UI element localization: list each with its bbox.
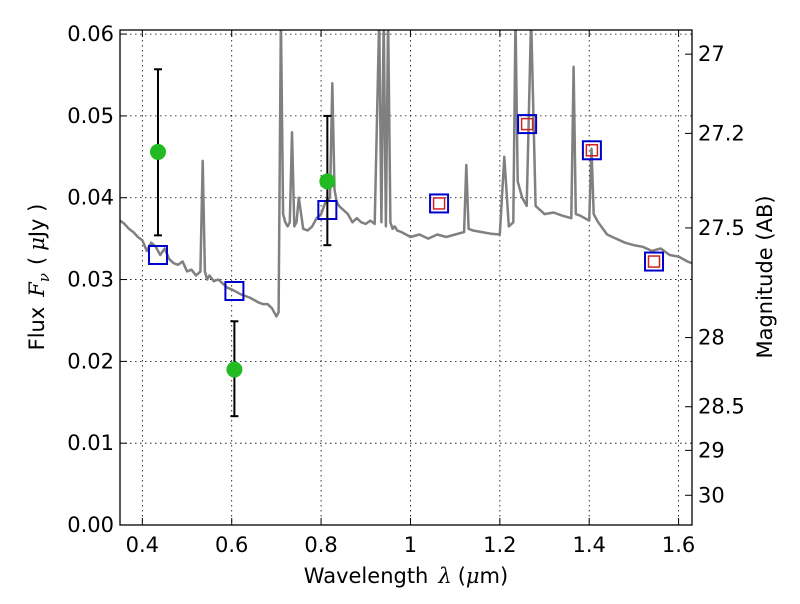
spectrum-layer — [120, 30, 692, 318]
x-tick-label: 1 — [404, 533, 417, 557]
tick-layer: 0.4 0.6 0.8 1 1.2 1.4 1.6 0.00 0.01 0.02 0.03 0.04 0… — [67, 22, 745, 557]
y2-tick-label: 30 — [698, 483, 725, 507]
spectrum-line — [120, 30, 692, 318]
observed-point — [149, 143, 166, 160]
y2-tick-label: 28.5 — [698, 395, 745, 419]
y2-tick-label: 27.2 — [698, 121, 745, 145]
plot-frame — [119, 29, 693, 526]
model-photometry-square — [147, 245, 168, 265]
x-axis-label: Wavelength λ (μm) — [304, 564, 508, 588]
model-photometry-square — [644, 251, 665, 272]
y-tick-label: 0.02 — [67, 349, 114, 373]
y-tick-label: 0.00 — [67, 513, 114, 537]
model-photometry-inner-square — [647, 255, 661, 268]
x-tick-label: 1.6 — [662, 533, 695, 557]
observed-point — [319, 173, 336, 190]
model-photometry-square — [581, 140, 602, 161]
y-axis-label: FluxFν(μJy ) — [25, 204, 53, 351]
y-tick-label: 0.03 — [67, 268, 114, 292]
y2-axis-label: Magnitude (AB) — [753, 195, 777, 358]
model-photometry-inner-square — [585, 144, 599, 157]
x-tick-label: 1.4 — [573, 533, 606, 557]
model-photometry-square — [429, 193, 450, 214]
y-tick-label: 0.04 — [67, 186, 114, 210]
observed-point — [226, 361, 243, 378]
x-tick-label: 0.8 — [304, 533, 337, 557]
y-tick-label: 0.06 — [67, 22, 114, 46]
x-tick-label: 1.2 — [483, 533, 516, 557]
y-tick-label: 0.05 — [67, 104, 114, 128]
x-tick-label: 0.4 — [126, 533, 159, 557]
model-photometry-inner-square — [432, 197, 446, 210]
model-photometry-inner-square — [520, 117, 534, 131]
y2-tick-label: 27 — [698, 42, 725, 66]
model-photometry-square — [517, 114, 538, 135]
y2-tick-label: 28 — [698, 326, 725, 350]
marker-layer — [147, 68, 665, 418]
x-tick-label: 0.6 — [215, 533, 248, 557]
model-photometry-square — [224, 281, 245, 301]
y2-tick-label: 27.5 — [698, 216, 745, 240]
y2-tick-label: 29 — [698, 438, 725, 462]
y-tick-label: 0.01 — [67, 431, 114, 455]
